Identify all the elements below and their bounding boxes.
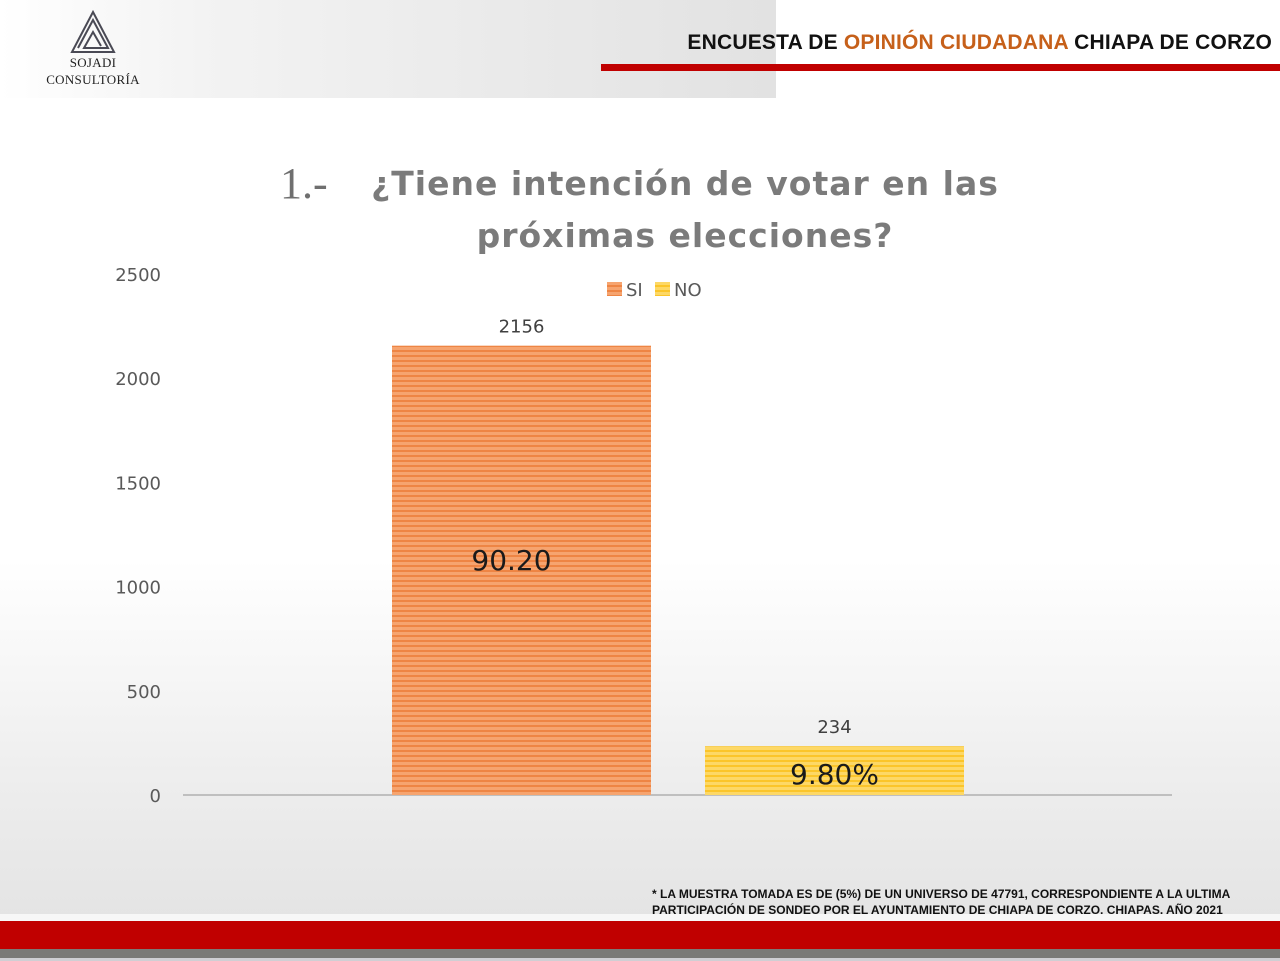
report-title-part1: ENCUESTA DE <box>687 31 844 54</box>
bar-si <box>392 345 651 795</box>
footnote-line2: PARTICIPACIÓN DE SONDEO POR EL AYUNTAMIE… <box>652 903 1223 917</box>
report-title-accent: OPINIÓN CIUDADANA <box>843 31 1069 54</box>
bar-no <box>705 746 964 795</box>
legend: SI NO <box>607 280 702 301</box>
logo-name: SOJADI <box>69 55 117 70</box>
legend-label-no: NO <box>674 280 702 301</box>
chart-title: ¿Tiene intención de votar en las próxima… <box>371 164 999 255</box>
footer-edge <box>0 958 1280 961</box>
header-background <box>0 0 776 98</box>
footnote: * LA MUESTRA TOMADA ES DE (5%) DE UN UNI… <box>652 886 1272 918</box>
footer-gray-band <box>0 949 1280 958</box>
bar-chart: 0 500 1000 1500 2000 2500 2156 90.20 234 9.80% S… <box>115 265 1172 807</box>
y-tick-label: 2500 <box>115 265 161 286</box>
y-tick-label: 1000 <box>115 578 161 599</box>
y-tick-label: 1500 <box>115 473 161 494</box>
footer-red-band <box>0 921 1280 949</box>
legend-swatch-si <box>607 282 622 296</box>
title-underline <box>601 64 1280 71</box>
y-tick-label: 0 <box>150 786 161 807</box>
legend-swatch-no <box>655 282 670 296</box>
company-logo: SOJADI CONSULTORÍA <box>30 10 156 88</box>
data-label-no: 234 <box>817 717 851 738</box>
question-number: 1.- <box>280 159 328 208</box>
percentage-label-si: 90.20 <box>471 544 551 577</box>
footer-highlight <box>0 914 1280 921</box>
footnote-line1: * LA MUESTRA TOMADA ES DE (5%) DE UN UNI… <box>652 887 1231 901</box>
legend-label-si: SI <box>626 280 643 301</box>
report-title: ENCUESTA DE OPINIÓN CIUDADANA CHIAPA DE … <box>687 31 1272 55</box>
logo-subtitle: CONSULTORÍA <box>46 72 140 87</box>
y-tick-label: 2000 <box>115 369 161 390</box>
data-label-si: 2156 <box>499 317 545 338</box>
percentage-label-no: 9.80% <box>790 758 879 791</box>
y-tick-label: 500 <box>127 682 161 703</box>
report-title-part2: CHIAPA DE CORZO <box>1068 31 1272 54</box>
triangle-spiral-logo-icon <box>70 10 116 53</box>
